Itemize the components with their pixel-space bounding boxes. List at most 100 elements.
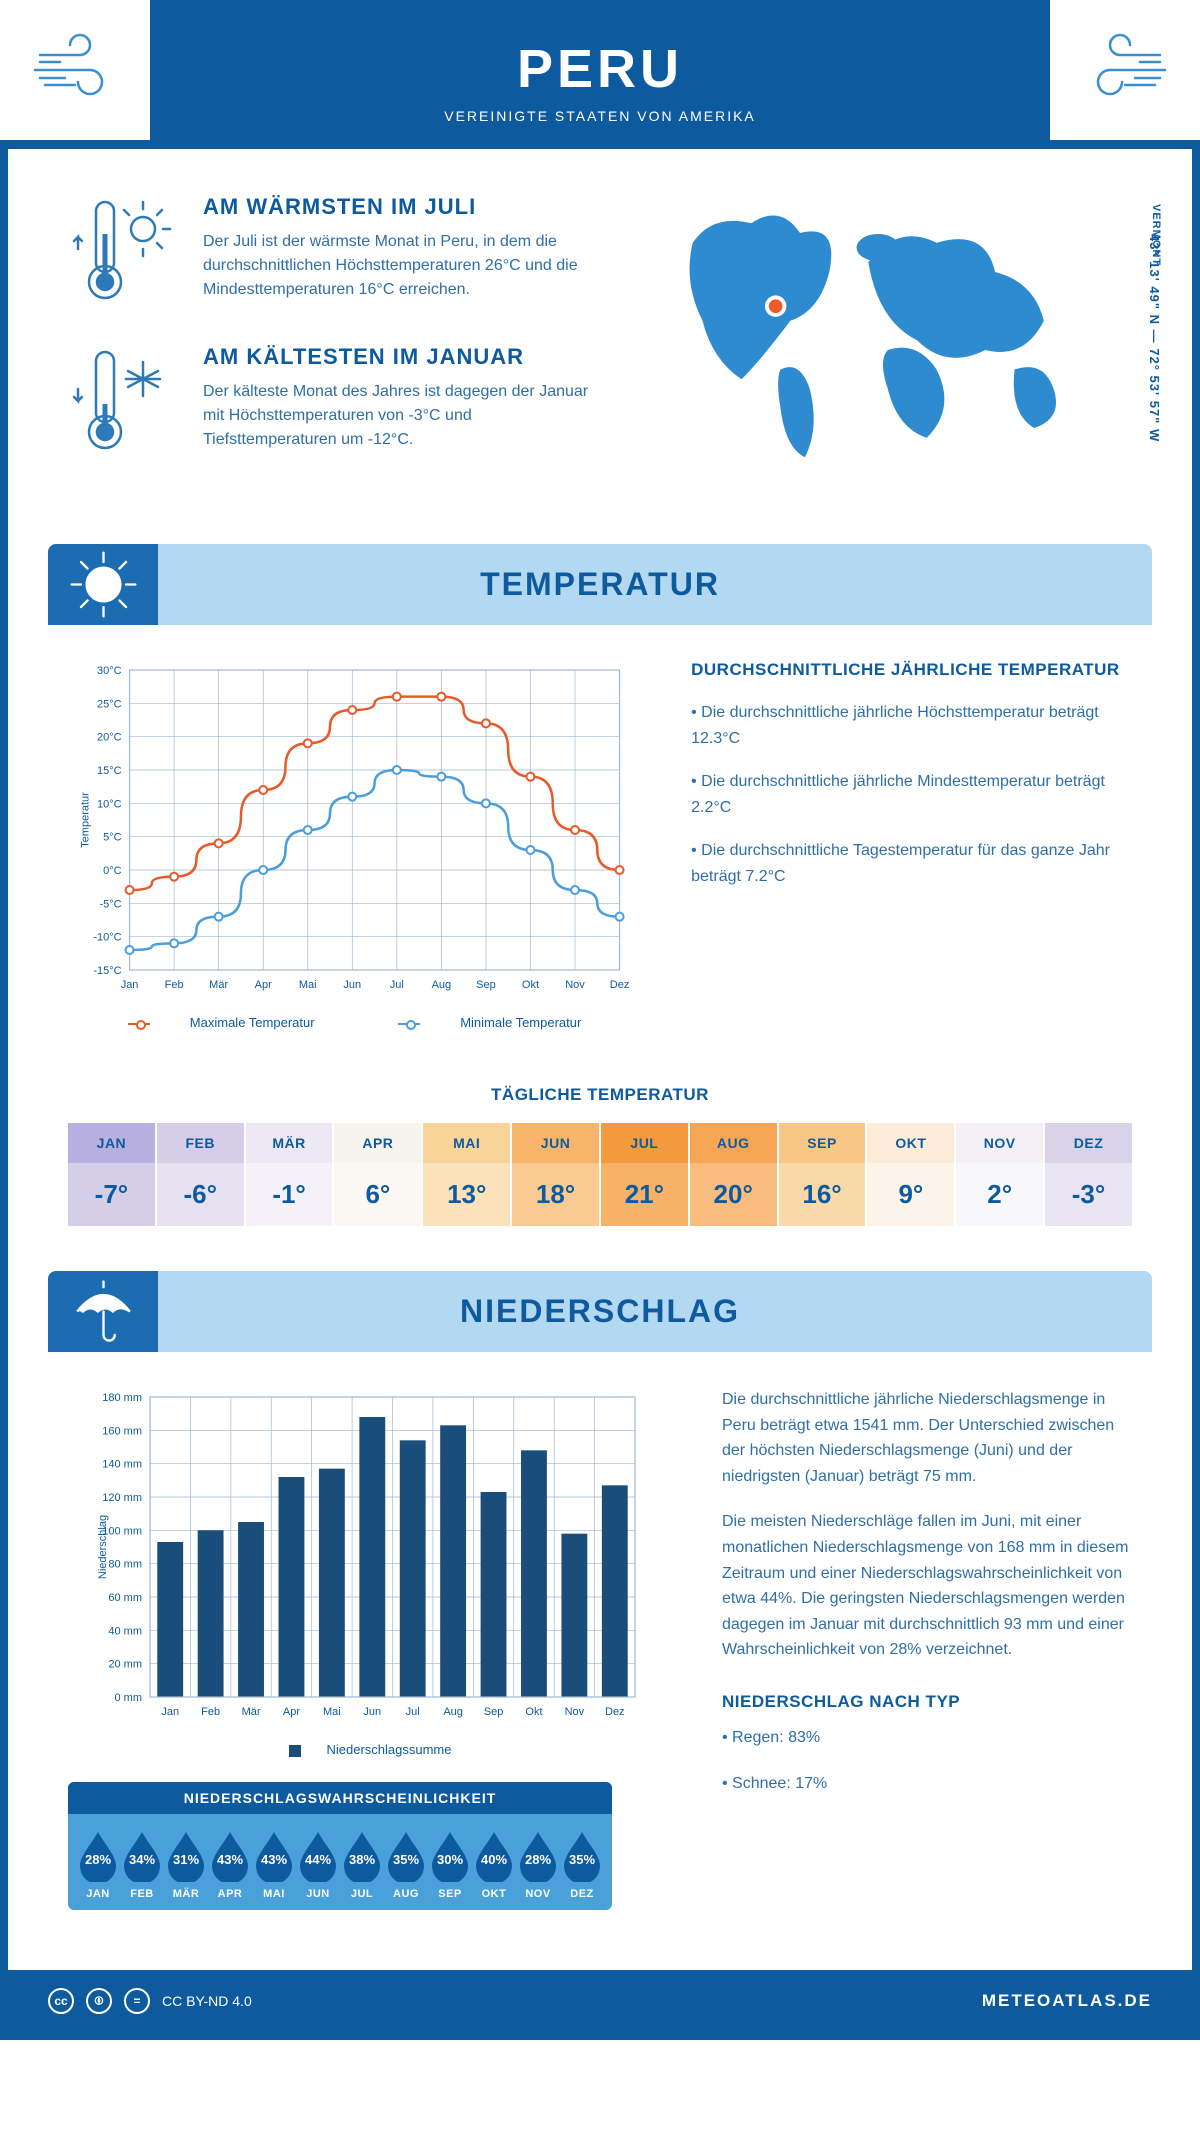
svg-text:Feb: Feb bbox=[165, 979, 184, 991]
precipitation-probability-box: NIEDERSCHLAGSWAHRSCHEINLICHKEIT 28% JAN … bbox=[68, 1782, 612, 1910]
header: PERU VEREINIGTE STAATEN VON AMERIKA bbox=[8, 8, 1192, 149]
raindrop-icon: 43% bbox=[252, 1828, 296, 1882]
raindrop-icon: 28% bbox=[516, 1828, 560, 1882]
precipitation-title: NIEDERSCHLAG bbox=[70, 1293, 1130, 1330]
svg-text:Jan: Jan bbox=[161, 1706, 179, 1718]
daily-cell: FEB -6° bbox=[157, 1123, 246, 1226]
svg-text:140 mm: 140 mm bbox=[102, 1459, 142, 1471]
svg-text:Jan: Jan bbox=[121, 979, 139, 991]
svg-text:30°C: 30°C bbox=[97, 665, 122, 677]
license-text: CC BY-ND 4.0 bbox=[162, 1993, 252, 2009]
svg-text:Nov: Nov bbox=[565, 1706, 585, 1718]
svg-text:Mai: Mai bbox=[299, 979, 317, 991]
warmest-text: Der Juli ist der wärmste Monat in Peru, … bbox=[203, 230, 604, 302]
prob-cell: 38% JUL bbox=[340, 1828, 384, 1900]
coordinates: 43° 13' 49" N — 72° 53' 57" W bbox=[1147, 234, 1162, 442]
svg-text:20 mm: 20 mm bbox=[108, 1659, 142, 1671]
svg-text:Jul: Jul bbox=[390, 979, 404, 991]
daily-cell: MAI 13° bbox=[423, 1123, 512, 1226]
page-title: PERU bbox=[28, 38, 1172, 100]
svg-text:Temperatur: Temperatur bbox=[80, 792, 92, 848]
precipitation-summary: Die durchschnittliche jährliche Niedersc… bbox=[722, 1387, 1132, 1910]
svg-text:20°C: 20°C bbox=[97, 732, 122, 744]
svg-text:0 mm: 0 mm bbox=[115, 1692, 143, 1704]
warmest-title: AM WÄRMSTEN IM JULI bbox=[203, 194, 604, 220]
svg-text:Sep: Sep bbox=[476, 979, 496, 991]
precip-p2: Die meisten Niederschläge fallen im Juni… bbox=[722, 1509, 1132, 1663]
world-map-icon bbox=[644, 194, 1132, 467]
svg-text:Dez: Dez bbox=[605, 1706, 625, 1718]
temp-summary-p2: • Die durchschnittliche jährliche Mindes… bbox=[691, 769, 1132, 820]
raindrop-icon: 34% bbox=[120, 1828, 164, 1882]
temp-summary-p1: • Die durchschnittliche jährliche Höchst… bbox=[691, 700, 1132, 751]
svg-text:40 mm: 40 mm bbox=[108, 1625, 142, 1637]
svg-text:180 mm: 180 mm bbox=[102, 1392, 142, 1404]
coldest-text: Der kälteste Monat des Jahres ist dagege… bbox=[203, 380, 604, 452]
prob-cell: 35% AUG bbox=[384, 1828, 428, 1900]
sun-icon bbox=[48, 544, 158, 625]
raindrop-icon: 35% bbox=[384, 1828, 428, 1882]
umbrella-icon bbox=[48, 1271, 158, 1352]
precip-chart-legend: Niederschlagssumme bbox=[68, 1742, 672, 1757]
footer: cc 🅯 = CC BY-ND 4.0 METEOATLAS.DE bbox=[8, 1970, 1192, 2032]
coldest-title: AM KÄLTESTEN IM JANUAR bbox=[203, 344, 604, 370]
svg-text:Feb: Feb bbox=[201, 1706, 220, 1718]
prob-cell: 28% JAN bbox=[76, 1828, 120, 1900]
raindrop-icon: 43% bbox=[208, 1828, 252, 1882]
svg-text:120 mm: 120 mm bbox=[102, 1492, 142, 1504]
temperature-summary: DURCHSCHNITTLICHE JÄHRLICHE TEMPERATUR •… bbox=[691, 660, 1132, 1030]
precip-type-title: NIEDERSCHLAG NACH TYP bbox=[722, 1688, 1132, 1715]
temp-chart-legend: Maximale Temperatur Minimale Temperatur bbox=[68, 1015, 641, 1030]
wind-icon-right bbox=[1050, 0, 1200, 140]
svg-text:25°C: 25°C bbox=[97, 698, 122, 710]
svg-text:Mai: Mai bbox=[323, 1706, 341, 1718]
prob-cell: 30% SEP bbox=[428, 1828, 472, 1900]
daily-temp-title: TÄGLICHE TEMPERATUR bbox=[8, 1085, 1192, 1105]
svg-text:Niederschlag: Niederschlag bbox=[97, 1515, 109, 1579]
svg-text:Okt: Okt bbox=[522, 979, 539, 991]
daily-temp-table: JAN -7° FEB -6° MÄR -1° APR 6° MAI 13° J… bbox=[68, 1123, 1132, 1226]
svg-text:Nov: Nov bbox=[565, 979, 585, 991]
precip-type2: • Schnee: 17% bbox=[722, 1771, 1132, 1797]
precip-p1: Die durchschnittliche jährliche Niedersc… bbox=[722, 1387, 1132, 1489]
svg-text:Jun: Jun bbox=[363, 1706, 381, 1718]
svg-text:5°C: 5°C bbox=[103, 832, 122, 844]
daily-cell: MÄR -1° bbox=[246, 1123, 335, 1226]
svg-text:-15°C: -15°C bbox=[93, 965, 121, 977]
daily-cell: JUN 18° bbox=[512, 1123, 601, 1226]
raindrop-icon: 35% bbox=[560, 1828, 604, 1882]
raindrop-icon: 44% bbox=[296, 1828, 340, 1882]
warmest-fact: AM WÄRMSTEN IM JULI Der Juli ist der wär… bbox=[68, 194, 604, 309]
svg-text:60 mm: 60 mm bbox=[108, 1592, 142, 1604]
svg-text:Apr: Apr bbox=[283, 1706, 300, 1718]
precipitation-bar-chart: 0 mm20 mm40 mm60 mm80 mm100 mm120 mm140 … bbox=[68, 1387, 672, 1757]
thermometer-hot-icon bbox=[68, 194, 178, 309]
temperature-section-header: TEMPERATUR bbox=[48, 544, 1152, 625]
daily-cell: NOV 2° bbox=[956, 1123, 1045, 1226]
svg-text:-5°C: -5°C bbox=[99, 898, 121, 910]
temp-summary-title: DURCHSCHNITTLICHE JÄHRLICHE TEMPERATUR bbox=[691, 660, 1132, 680]
prob-cell: 28% NOV bbox=[516, 1828, 560, 1900]
daily-cell: JAN -7° bbox=[68, 1123, 157, 1226]
prob-cell: 43% MAI bbox=[252, 1828, 296, 1900]
svg-text:Sep: Sep bbox=[484, 1706, 504, 1718]
svg-text:Aug: Aug bbox=[432, 979, 452, 991]
daily-cell: JUL 21° bbox=[601, 1123, 690, 1226]
site-name: METEOATLAS.DE bbox=[982, 1991, 1152, 2011]
daily-cell: SEP 16° bbox=[779, 1123, 868, 1226]
svg-text:Jun: Jun bbox=[343, 979, 361, 991]
svg-text:Apr: Apr bbox=[255, 979, 272, 991]
coldest-fact: AM KÄLTESTEN IM JANUAR Der kälteste Mona… bbox=[68, 344, 604, 459]
page-subtitle: VEREINIGTE STAATEN VON AMERIKA bbox=[28, 108, 1172, 124]
prob-cell: 40% OKT bbox=[472, 1828, 516, 1900]
svg-text:Aug: Aug bbox=[443, 1706, 463, 1718]
raindrop-icon: 38% bbox=[340, 1828, 384, 1882]
temperature-title: TEMPERATUR bbox=[70, 566, 1130, 603]
daily-cell: DEZ -3° bbox=[1045, 1123, 1132, 1226]
temperature-line-chart: -15°C-10°C-5°C0°C5°C10°C15°C20°C25°C30°C… bbox=[68, 660, 641, 1030]
daily-cell: OKT 9° bbox=[867, 1123, 956, 1226]
svg-text:0°C: 0°C bbox=[103, 865, 122, 877]
temp-summary-p3: • Die durchschnittliche Tagestemperatur … bbox=[691, 838, 1132, 889]
cc-icon: cc bbox=[48, 1988, 74, 2014]
svg-text:160 mm: 160 mm bbox=[102, 1425, 142, 1437]
